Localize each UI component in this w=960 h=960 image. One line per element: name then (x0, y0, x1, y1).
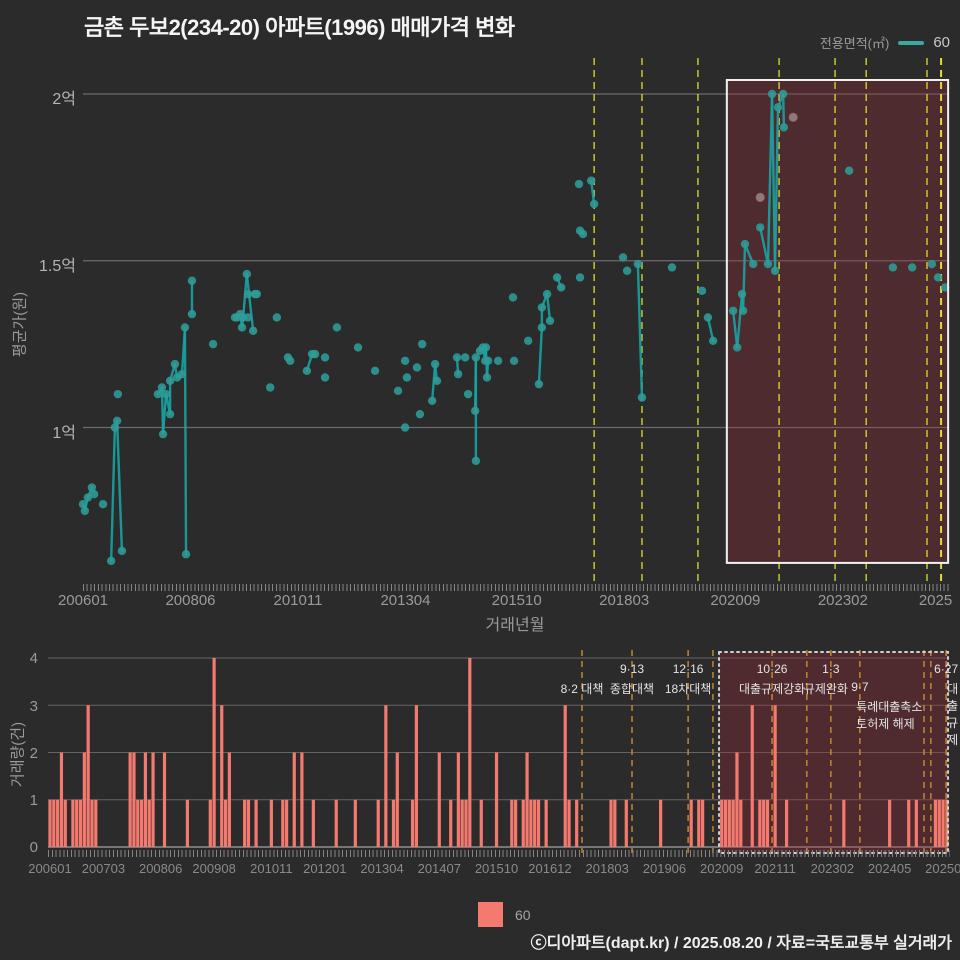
policy-annotation: 18차대책 (664, 682, 712, 696)
top-xtick-2025: 2025 (918, 592, 953, 609)
bottom-xtick-200806: 200806 (138, 861, 183, 876)
top-xtick-201011: 201011 (273, 592, 323, 609)
x-axis-title: 거래년월 (485, 617, 545, 634)
bottom-xtick-201612: 201612 (528, 861, 572, 876)
bottom-xtick-201510: 201510 (474, 861, 519, 876)
top-xtick-201304: 201304 (380, 592, 431, 609)
policy-annotation: 9·7 (851, 680, 869, 694)
top-xtick-202302: 202302 (817, 592, 868, 609)
top-axis-minor-ticks (83, 584, 950, 591)
legend-area-value: 60 (933, 34, 950, 51)
bar-legend-swatch (478, 902, 503, 927)
bar-legend: 60 (478, 902, 531, 927)
top-xtick-202009: 202009 (710, 592, 761, 609)
bottom-xtick-200908: 200908 (192, 861, 236, 876)
policy-annotation: 8·2 대책 (560, 682, 604, 696)
policy-annotation: 9·13 (620, 662, 645, 676)
legend-area: 전용면적(㎡) 60 (820, 33, 950, 52)
bottom-xtick-202508: 202508 (925, 861, 960, 876)
ytick-1eok: 1억 (52, 425, 76, 442)
bottom-axis-minor-ticks (48, 850, 950, 857)
legend-area-label: 전용면적(㎡) (819, 36, 890, 51)
bottom-xtick-201407: 201407 (417, 861, 461, 876)
policy-annotation: 대출규제강화 (738, 682, 806, 696)
bottom-xtick-201906: 201906 (642, 861, 687, 876)
y-axis-title-price: 평균가(원) (11, 291, 29, 358)
bottom-xtick-200601: 200601 (28, 861, 72, 876)
vol-tick-3: 3 (29, 698, 38, 715)
policy-annotation: 1·3 (822, 662, 840, 676)
bottom-xtick-201803: 201803 (585, 861, 629, 876)
top-xtick-200601: 200601 (57, 592, 109, 609)
bottom-xtick-202009: 202009 (700, 861, 744, 876)
policy-annotation: 12·16 (672, 662, 704, 676)
policy-annotation: 10·26 (756, 662, 788, 676)
teal-line-swatch (898, 40, 925, 45)
bottom-xtick-202111: 202111 (754, 861, 796, 876)
bottom-xtick-201011: 201011 (250, 861, 293, 876)
top-xtick-200806: 200806 (165, 592, 216, 609)
bottom-xtick-202302: 202302 (810, 861, 855, 876)
bottom-xtick-200703: 200703 (81, 861, 126, 876)
source-credit: ⓒ디아파트(dapt.kr) / 2025.08.20 / 자료=국토교통부 실… (530, 935, 952, 952)
top-xtick-201510: 201510 (491, 592, 542, 609)
ytick-2eok: 2억 (52, 91, 76, 108)
policy-annotation: 6·27 (934, 662, 959, 676)
bottom-xtick-202405: 202405 (867, 861, 912, 876)
bottom-xtick-201201: 201201 (303, 861, 347, 876)
vol-tick-4: 4 (29, 650, 38, 667)
policy-annotation: 종합대책 (609, 682, 655, 696)
ytick-1-5eok: 1.5억 (39, 258, 76, 275)
policy-annotation: 대출규제 (947, 682, 959, 747)
vol-tick-1: 1 (29, 792, 38, 809)
vol-tick-2: 2 (29, 745, 38, 762)
bar-legend-value: 60 (515, 906, 531, 923)
policy-annotation: 규제완화 (803, 682, 848, 696)
bottom-xtick-201304: 201304 (360, 861, 404, 876)
top-xtick-201803: 201803 (599, 592, 650, 609)
vol-tick-0: 0 (29, 839, 38, 856)
page-title: 금촌 두보2(234-20) 아파트(1996) 매매가격 변화 (84, 15, 515, 40)
policy-annotation: 특례대출축소 토허제 해제 (856, 700, 923, 731)
